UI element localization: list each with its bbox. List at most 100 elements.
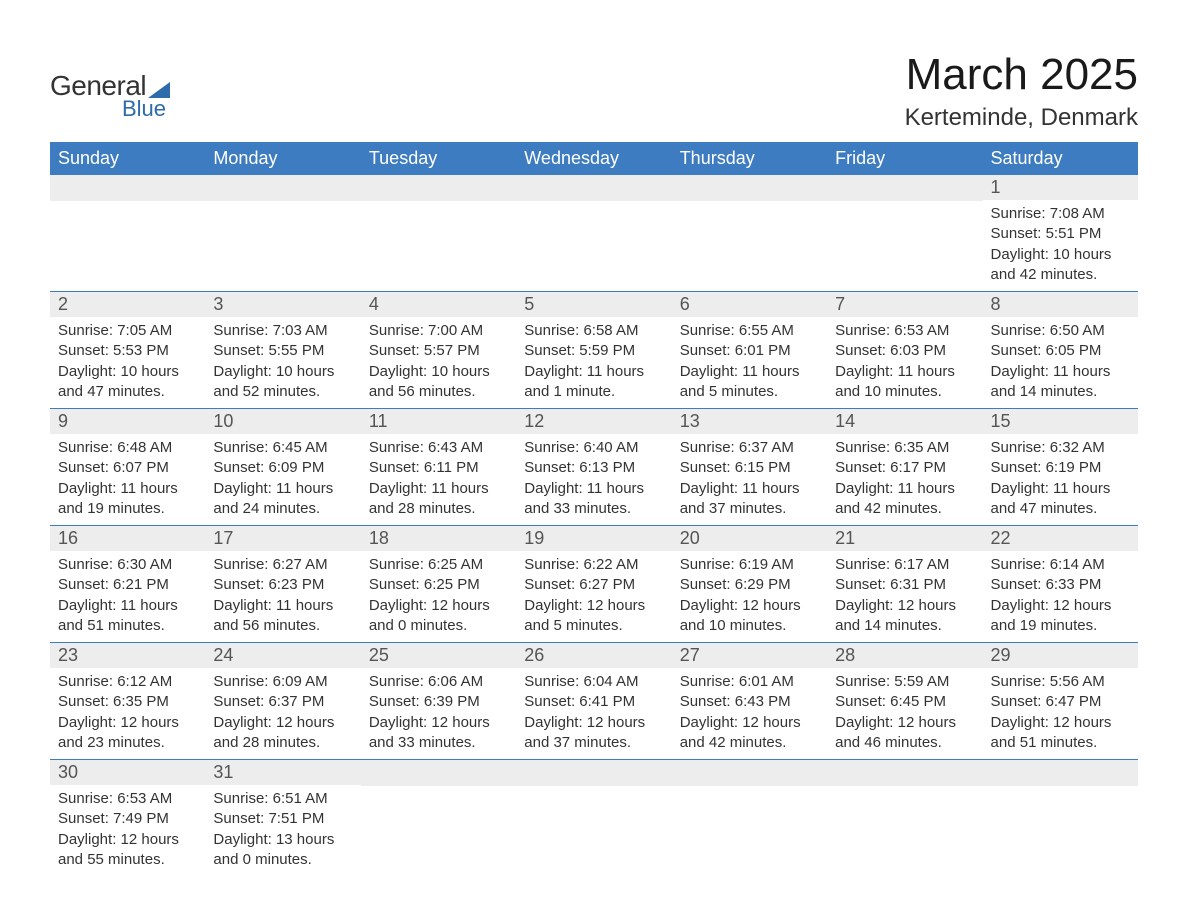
sunrise-text: Sunrise: 6:53 AM (58, 789, 197, 809)
calendar-cell (672, 760, 827, 877)
empty-day-bar (672, 760, 827, 786)
location-title: Kerteminde, Denmark (905, 104, 1138, 132)
header: General Blue March 2025 Kerteminde, Denm… (50, 50, 1138, 132)
sunset-text: Sunset: 6:13 PM (524, 458, 663, 478)
sunrise-text: Sunrise: 7:03 AM (213, 321, 352, 341)
day-details: Sunrise: 6:14 AMSunset: 6:33 PMDaylight:… (983, 551, 1138, 642)
day-header: Tuesday (361, 142, 516, 175)
empty-day-bar (516, 175, 671, 201)
sunset-text: Sunset: 6:31 PM (835, 575, 974, 595)
day-number: 11 (361, 409, 516, 434)
calendar-cell: 1Sunrise: 7:08 AMSunset: 5:51 PMDaylight… (983, 175, 1138, 292)
day-details: Sunrise: 6:50 AMSunset: 6:05 PMDaylight:… (983, 317, 1138, 408)
sunrise-text: Sunrise: 6:50 AM (991, 321, 1130, 341)
empty-day-bar (205, 175, 360, 201)
sunset-text: Sunset: 6:05 PM (991, 341, 1130, 361)
sunset-text: Sunset: 6:09 PM (213, 458, 352, 478)
day-details: Sunrise: 6:35 AMSunset: 6:17 PMDaylight:… (827, 434, 982, 525)
sunrise-text: Sunrise: 6:19 AM (680, 555, 819, 575)
day-number: 6 (672, 292, 827, 317)
day-header: Wednesday (516, 142, 671, 175)
sunrise-text: Sunrise: 6:43 AM (369, 438, 508, 458)
sunrise-text: Sunrise: 6:32 AM (991, 438, 1130, 458)
daylight-text: Daylight: 11 hours and 14 minutes. (991, 362, 1130, 403)
day-number: 20 (672, 526, 827, 551)
sunset-text: Sunset: 6:07 PM (58, 458, 197, 478)
sunset-text: Sunset: 5:57 PM (369, 341, 508, 361)
day-number: 17 (205, 526, 360, 551)
daylight-text: Daylight: 11 hours and 24 minutes. (213, 479, 352, 520)
day-details: Sunrise: 6:53 AMSunset: 6:03 PMDaylight:… (827, 317, 982, 408)
calendar-table: Sunday Monday Tuesday Wednesday Thursday… (50, 142, 1138, 876)
calendar-cell: 27Sunrise: 6:01 AMSunset: 6:43 PMDayligh… (672, 643, 827, 760)
calendar-cell: 8Sunrise: 6:50 AMSunset: 6:05 PMDaylight… (983, 292, 1138, 409)
daylight-text: Daylight: 12 hours and 23 minutes. (58, 713, 197, 754)
sunrise-text: Sunrise: 6:40 AM (524, 438, 663, 458)
calendar-cell (827, 175, 982, 292)
day-details: Sunrise: 7:00 AMSunset: 5:57 PMDaylight:… (361, 317, 516, 408)
day-number: 10 (205, 409, 360, 434)
day-number: 27 (672, 643, 827, 668)
day-number: 22 (983, 526, 1138, 551)
sunrise-text: Sunrise: 6:48 AM (58, 438, 197, 458)
calendar-cell (361, 175, 516, 292)
day-details: Sunrise: 6:27 AMSunset: 6:23 PMDaylight:… (205, 551, 360, 642)
calendar-cell: 4Sunrise: 7:00 AMSunset: 5:57 PMDaylight… (361, 292, 516, 409)
calendar-cell: 26Sunrise: 6:04 AMSunset: 6:41 PMDayligh… (516, 643, 671, 760)
empty-day-bar (361, 760, 516, 786)
calendar-week-row: 16Sunrise: 6:30 AMSunset: 6:21 PMDayligh… (50, 526, 1138, 643)
daylight-text: Daylight: 11 hours and 33 minutes. (524, 479, 663, 520)
day-number: 26 (516, 643, 671, 668)
day-details: Sunrise: 6:19 AMSunset: 6:29 PMDaylight:… (672, 551, 827, 642)
sunrise-text: Sunrise: 6:14 AM (991, 555, 1130, 575)
day-number: 1 (983, 175, 1138, 200)
daylight-text: Daylight: 12 hours and 10 minutes. (680, 596, 819, 637)
day-number: 25 (361, 643, 516, 668)
daylight-text: Daylight: 11 hours and 5 minutes. (680, 362, 819, 403)
day-number: 16 (50, 526, 205, 551)
day-details: Sunrise: 7:05 AMSunset: 5:53 PMDaylight:… (50, 317, 205, 408)
sunrise-text: Sunrise: 6:55 AM (680, 321, 819, 341)
sunset-text: Sunset: 6:41 PM (524, 692, 663, 712)
empty-day-body (983, 786, 1138, 816)
day-number: 18 (361, 526, 516, 551)
empty-day-body (50, 201, 205, 231)
day-number: 3 (205, 292, 360, 317)
day-details: Sunrise: 6:17 AMSunset: 6:31 PMDaylight:… (827, 551, 982, 642)
daylight-text: Daylight: 11 hours and 47 minutes. (991, 479, 1130, 520)
day-number: 15 (983, 409, 1138, 434)
empty-day-body (672, 201, 827, 231)
sunrise-text: Sunrise: 6:12 AM (58, 672, 197, 692)
calendar-cell: 7Sunrise: 6:53 AMSunset: 6:03 PMDaylight… (827, 292, 982, 409)
sunset-text: Sunset: 6:33 PM (991, 575, 1130, 595)
calendar-cell: 29Sunrise: 5:56 AMSunset: 6:47 PMDayligh… (983, 643, 1138, 760)
sunset-text: Sunset: 6:03 PM (835, 341, 974, 361)
daylight-text: Daylight: 12 hours and 46 minutes. (835, 713, 974, 754)
daylight-text: Daylight: 10 hours and 52 minutes. (213, 362, 352, 403)
sunset-text: Sunset: 6:21 PM (58, 575, 197, 595)
day-number: 14 (827, 409, 982, 434)
empty-day-bar (827, 760, 982, 786)
daylight-text: Daylight: 11 hours and 19 minutes. (58, 479, 197, 520)
day-details: Sunrise: 6:04 AMSunset: 6:41 PMDaylight:… (516, 668, 671, 759)
day-header: Saturday (983, 142, 1138, 175)
calendar-cell: 25Sunrise: 6:06 AMSunset: 6:39 PMDayligh… (361, 643, 516, 760)
daylight-text: Daylight: 12 hours and 14 minutes. (835, 596, 974, 637)
daylight-text: Daylight: 12 hours and 0 minutes. (369, 596, 508, 637)
sunrise-text: Sunrise: 6:30 AM (58, 555, 197, 575)
day-number: 28 (827, 643, 982, 668)
calendar-cell: 23Sunrise: 6:12 AMSunset: 6:35 PMDayligh… (50, 643, 205, 760)
calendar-cell: 3Sunrise: 7:03 AMSunset: 5:55 PMDaylight… (205, 292, 360, 409)
calendar-week-row: 2Sunrise: 7:05 AMSunset: 5:53 PMDaylight… (50, 292, 1138, 409)
sunset-text: Sunset: 7:51 PM (213, 809, 352, 829)
day-header: Sunday (50, 142, 205, 175)
sunset-text: Sunset: 6:27 PM (524, 575, 663, 595)
sunrise-text: Sunrise: 7:08 AM (991, 204, 1130, 224)
day-details: Sunrise: 6:30 AMSunset: 6:21 PMDaylight:… (50, 551, 205, 642)
sunset-text: Sunset: 6:01 PM (680, 341, 819, 361)
sunset-text: Sunset: 6:25 PM (369, 575, 508, 595)
daylight-text: Daylight: 11 hours and 51 minutes. (58, 596, 197, 637)
empty-day-body (827, 786, 982, 816)
daylight-text: Daylight: 11 hours and 42 minutes. (835, 479, 974, 520)
daylight-text: Daylight: 12 hours and 33 minutes. (369, 713, 508, 754)
